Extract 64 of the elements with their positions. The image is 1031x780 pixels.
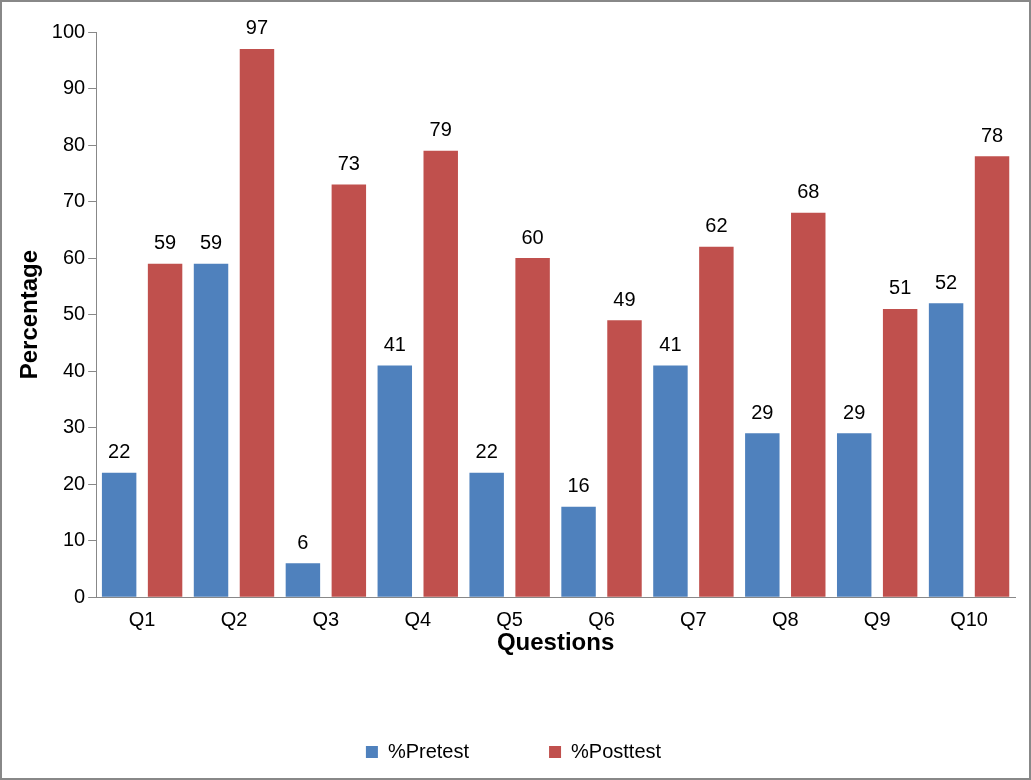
y-axis-title: Percentage: [15, 249, 43, 380]
data-label: 41: [659, 332, 682, 355]
data-label: 51: [889, 276, 912, 299]
x-tick-label: Q1: [128, 607, 156, 630]
data-label: 22: [108, 440, 131, 463]
bar: [193, 263, 229, 597]
x-tick-label: Q7: [680, 607, 707, 630]
x-tick-label: Q3: [312, 607, 340, 630]
y-tick-label: 80: [62, 132, 86, 155]
data-label: 22: [475, 440, 498, 463]
y-tick-label: 30: [62, 415, 86, 438]
bar: [699, 246, 734, 597]
bar: [423, 150, 458, 597]
bar: [928, 303, 964, 597]
bar: [331, 184, 367, 597]
y-tick-label: 10: [62, 528, 86, 551]
data-label: 29: [843, 400, 866, 423]
y-tick-label: 40: [62, 358, 86, 381]
data-label: 59: [153, 231, 177, 254]
x-tick-label: Q8: [771, 607, 799, 630]
y-tick-label: 90: [62, 76, 86, 99]
bar: [285, 563, 321, 597]
legend-label: %Posttest: [571, 739, 662, 762]
data-label: 79: [429, 118, 452, 141]
data-label: 49: [613, 287, 636, 310]
legend-label: %Pretest: [387, 739, 470, 762]
y-tick-label: 20: [62, 471, 86, 494]
data-label: 16: [567, 474, 590, 497]
data-label: 78: [980, 123, 1004, 146]
bar: [515, 258, 550, 597]
y-tick-label: 70: [62, 189, 86, 212]
bar: [607, 320, 642, 597]
bar: [469, 472, 504, 597]
data-label: 62: [705, 214, 728, 237]
bar: [882, 308, 918, 597]
bar: [836, 433, 872, 597]
data-label: 68: [797, 180, 820, 203]
bar: [974, 156, 1010, 597]
bar: [101, 472, 137, 597]
data-label: 6: [297, 530, 309, 553]
data-label: 60: [521, 225, 544, 248]
y-tick-label: 50: [62, 302, 86, 325]
bar: [653, 365, 688, 597]
x-tick-label: Q10: [950, 607, 988, 630]
bar: [561, 506, 596, 597]
x-tick-label: Q6: [588, 607, 615, 630]
data-label: 41: [383, 332, 406, 355]
bar: [377, 365, 413, 597]
bar: [239, 48, 275, 597]
data-label: 73: [337, 152, 360, 175]
y-tick-label: 100: [51, 19, 86, 42]
data-label: 97: [245, 16, 269, 39]
x-tick-label: Q4: [404, 607, 432, 630]
y-tick-label: 0: [74, 584, 86, 607]
data-label: 52: [934, 270, 958, 293]
x-tick-label: Q9: [863, 607, 891, 630]
data-label: 59: [199, 231, 223, 254]
x-tick-label: Q5: [496, 607, 523, 630]
y-tick-label: 60: [62, 245, 86, 268]
bar: [147, 263, 183, 597]
data-label: 29: [751, 400, 774, 423]
bar: [791, 212, 826, 597]
x-tick-label: Q2: [220, 607, 248, 630]
bar: [745, 433, 780, 597]
